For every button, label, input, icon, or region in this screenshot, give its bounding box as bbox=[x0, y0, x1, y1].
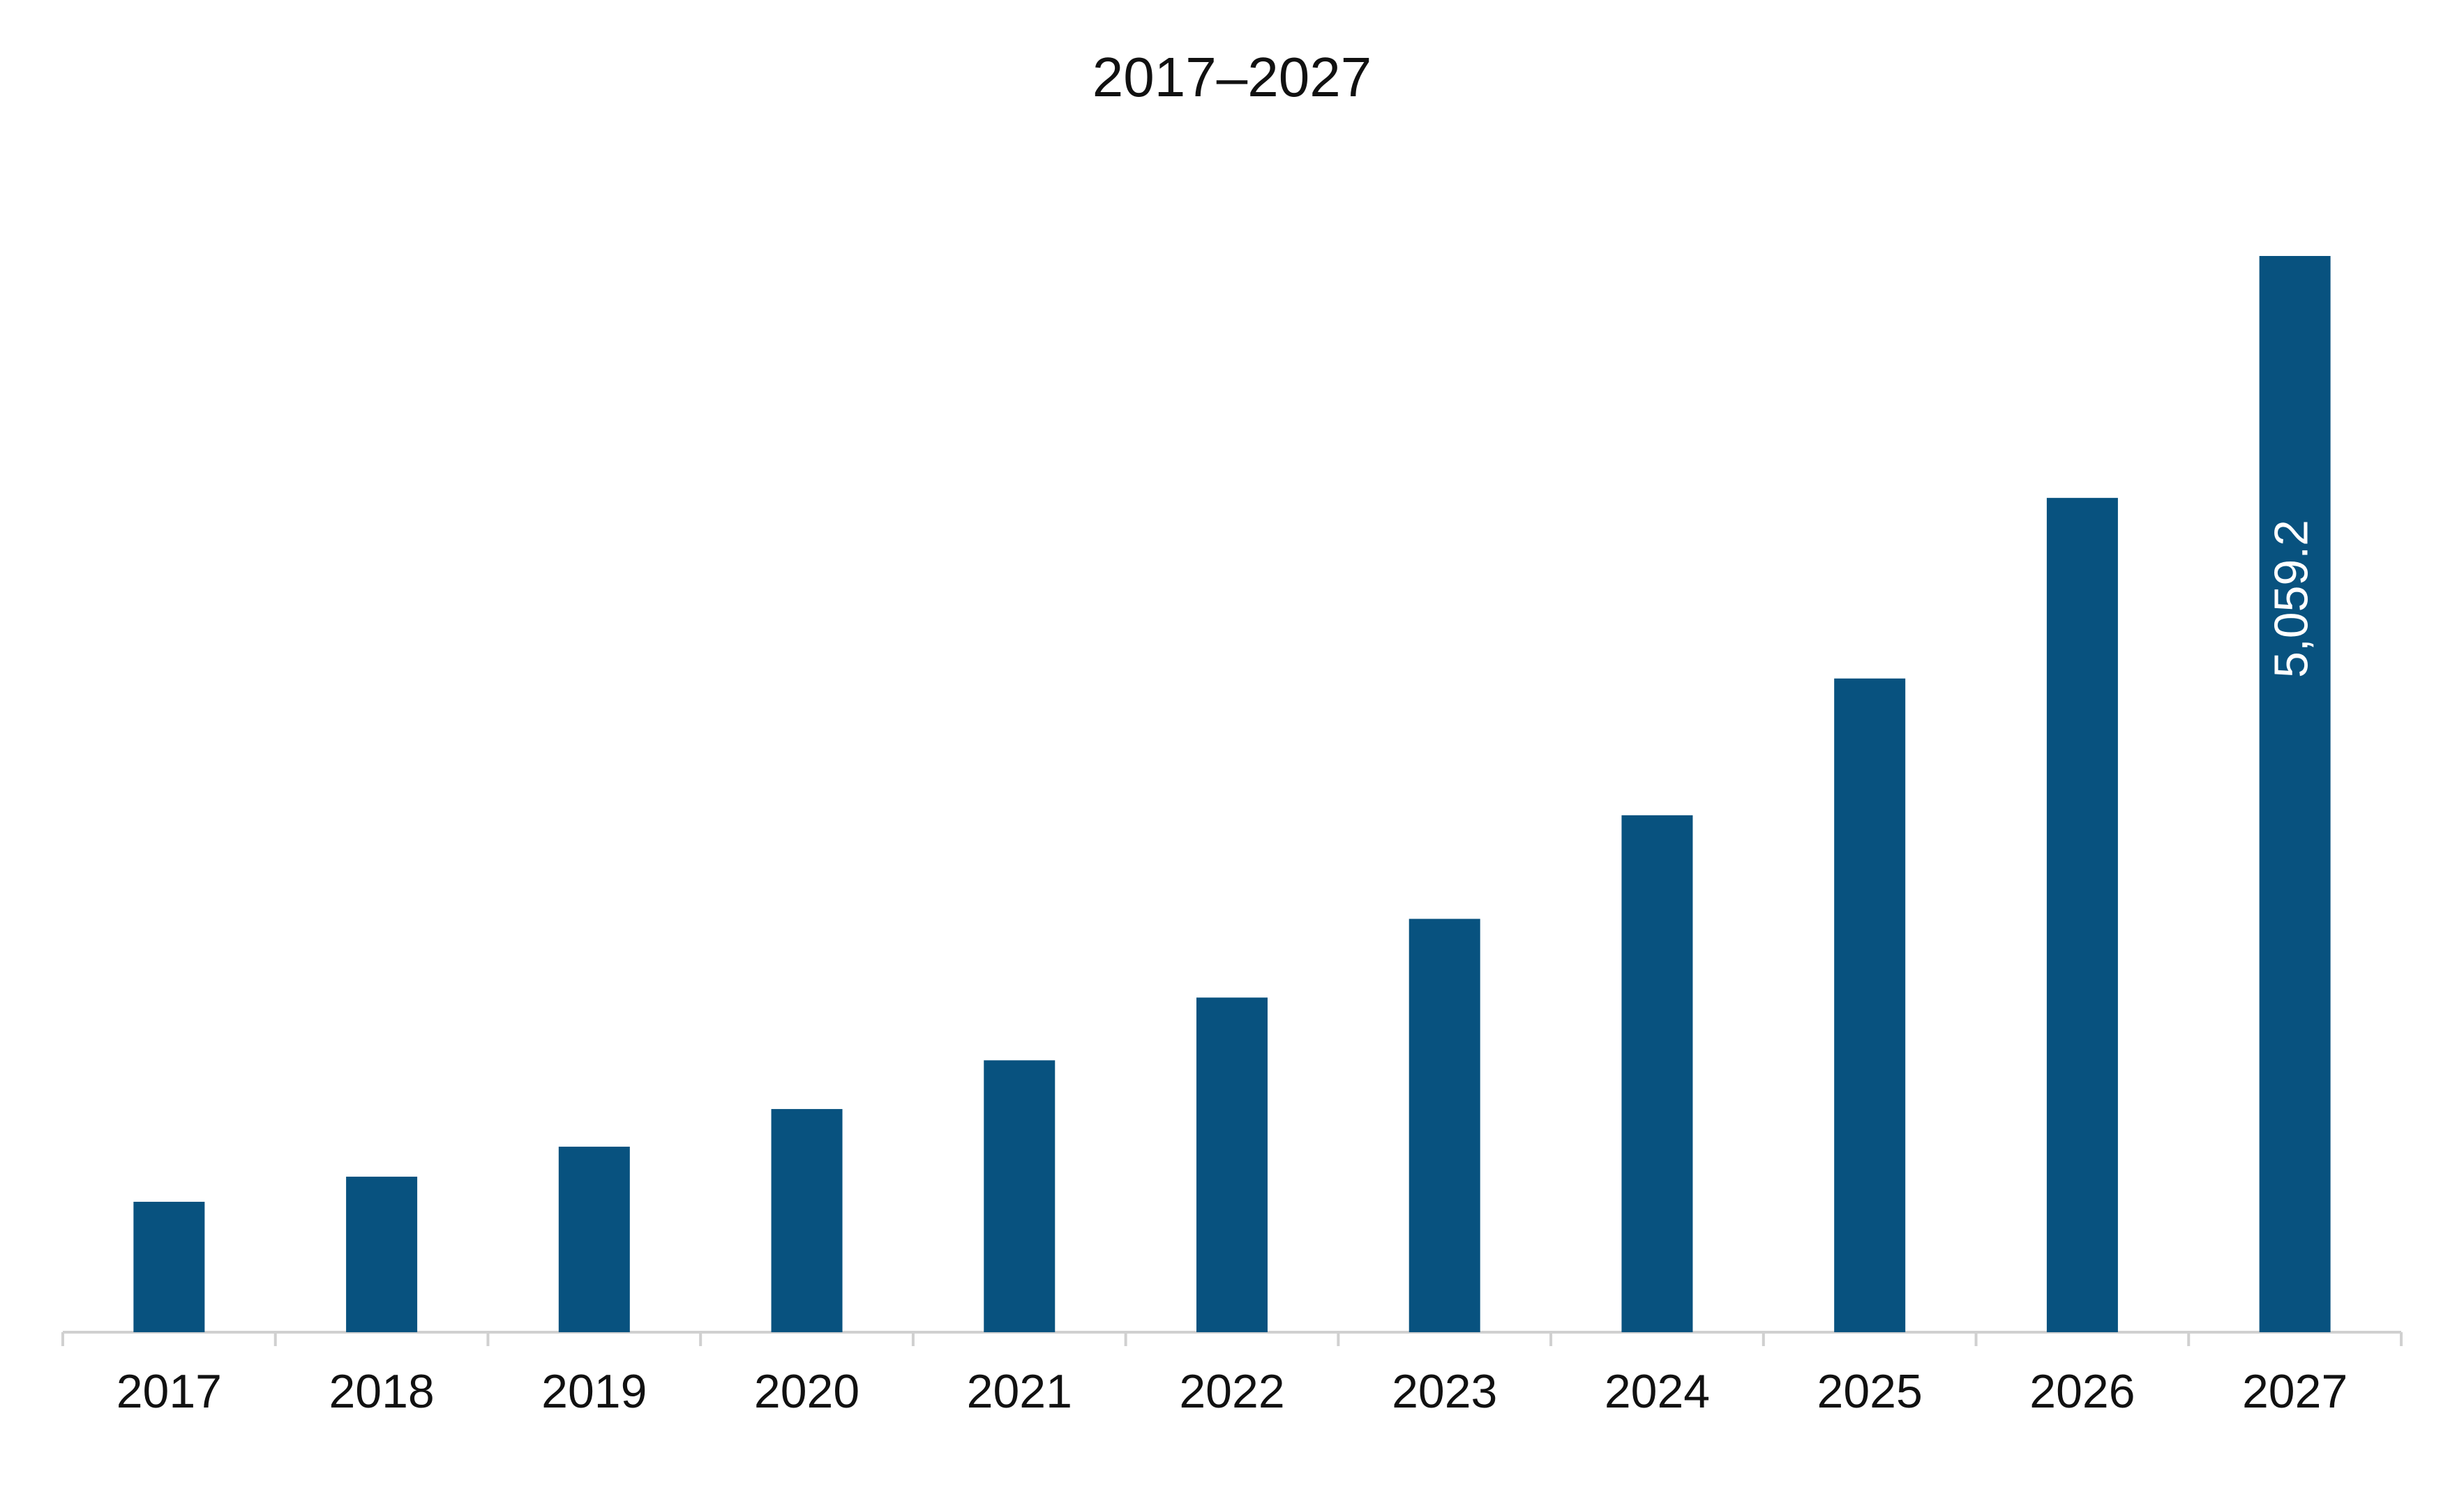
x-tick-label: 2020 bbox=[754, 1365, 859, 1418]
bar bbox=[1408, 919, 1480, 1332]
bar bbox=[2259, 256, 2331, 1332]
x-tick-label: 2017 bbox=[117, 1365, 222, 1418]
bar bbox=[558, 1147, 630, 1332]
x-tick-label: 2022 bbox=[1179, 1365, 1284, 1418]
x-tick-label: 2018 bbox=[329, 1365, 434, 1418]
x-tick-label: 2024 bbox=[1605, 1365, 1710, 1418]
bar bbox=[1196, 997, 1268, 1332]
bar bbox=[771, 1109, 843, 1332]
bar bbox=[133, 1202, 205, 1332]
x-tick-label: 2019 bbox=[541, 1365, 647, 1418]
x-tick-label: 2023 bbox=[1392, 1365, 1497, 1418]
x-tick-label: 2026 bbox=[2029, 1365, 2135, 1418]
x-tick-label: 2025 bbox=[1817, 1365, 1923, 1418]
bar bbox=[346, 1177, 418, 1332]
x-tick-label: 2021 bbox=[967, 1365, 1072, 1418]
bar bbox=[1621, 815, 1693, 1332]
bar bbox=[984, 1060, 1056, 1332]
value-label: 5,059.2 bbox=[2265, 520, 2318, 678]
bar bbox=[2046, 497, 2118, 1332]
chart-title: 2017–2027 bbox=[1092, 46, 1372, 108]
bar bbox=[1834, 678, 1906, 1332]
x-tick-label: 2027 bbox=[2242, 1365, 2347, 1418]
